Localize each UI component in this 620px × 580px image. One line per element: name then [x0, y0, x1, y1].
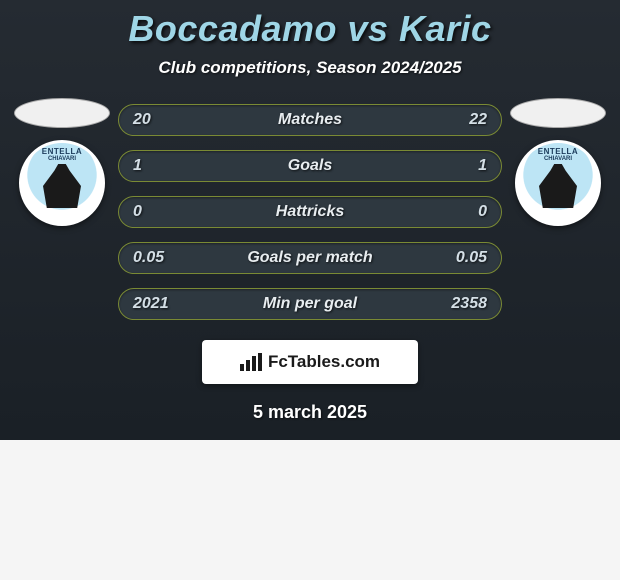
brand-text: FcTables.com [268, 352, 380, 372]
stat-label: Goals per match [247, 249, 372, 267]
stat-left-value: 0 [133, 203, 142, 221]
left-badge-figure-icon [43, 164, 81, 208]
right-badge-name: ENTELLA [538, 147, 578, 156]
left-flag-oval [14, 98, 110, 128]
stat-left-value: 0.05 [133, 249, 164, 267]
stat-right-value: 0 [478, 203, 487, 221]
page-subtitle: Club competitions, Season 2024/2025 [158, 58, 461, 78]
right-flag-oval [510, 98, 606, 128]
stat-label: Min per goal [263, 295, 357, 313]
stat-label: Goals [288, 157, 332, 175]
stat-row-min-per-goal: 2021 Min per goal 2358 [118, 288, 502, 320]
stat-row-goals: 1 Goals 1 [118, 150, 502, 182]
stat-row-hattricks: 0 Hattricks 0 [118, 196, 502, 228]
left-badge-sub: CHIAVARI [48, 156, 76, 162]
right-player-column: ENTELLA CHIAVARI [504, 98, 612, 226]
stat-left-value: 20 [133, 111, 151, 129]
left-badge-name: ENTELLA [42, 147, 82, 156]
stats-column: 20 Matches 22 1 Goals 1 0 Hattricks 0 0.… [116, 98, 504, 320]
stat-label: Hattricks [276, 203, 344, 221]
right-badge-figure-icon [539, 164, 577, 208]
branding-box[interactable]: FcTables.com [202, 340, 418, 384]
stat-right-value: 22 [469, 111, 487, 129]
stat-row-matches: 20 Matches 22 [118, 104, 502, 136]
stat-right-value: 1 [478, 157, 487, 175]
stat-left-value: 1 [133, 157, 142, 175]
right-club-badge: ENTELLA CHIAVARI [515, 140, 601, 226]
page-title: Boccadamo vs Karic [128, 8, 491, 50]
chart-icon [240, 353, 262, 371]
left-club-badge: ENTELLA CHIAVARI [19, 140, 105, 226]
stat-right-value: 2358 [451, 295, 487, 313]
main-row: ENTELLA CHIAVARI 20 Matches 22 1 Goals 1… [0, 98, 620, 320]
right-badge-sub: CHIAVARI [544, 156, 572, 162]
stat-row-goals-per-match: 0.05 Goals per match 0.05 [118, 242, 502, 274]
stat-label: Matches [278, 111, 342, 129]
comparison-card: Boccadamo vs Karic Club competitions, Se… [0, 0, 620, 440]
stat-right-value: 0.05 [456, 249, 487, 267]
date-line: 5 march 2025 [253, 402, 367, 423]
stat-left-value: 2021 [133, 295, 169, 313]
left-player-column: ENTELLA CHIAVARI [8, 98, 116, 226]
